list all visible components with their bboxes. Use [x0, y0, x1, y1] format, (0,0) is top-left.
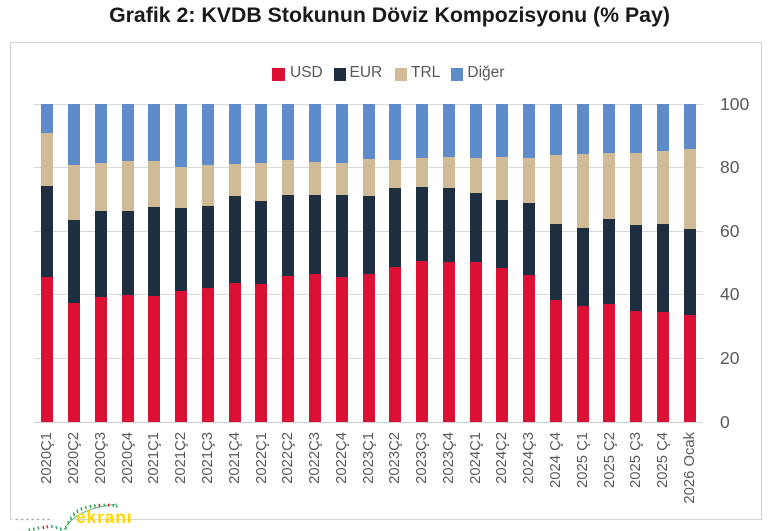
svg-text:ekranı: ekranı: [76, 507, 132, 527]
